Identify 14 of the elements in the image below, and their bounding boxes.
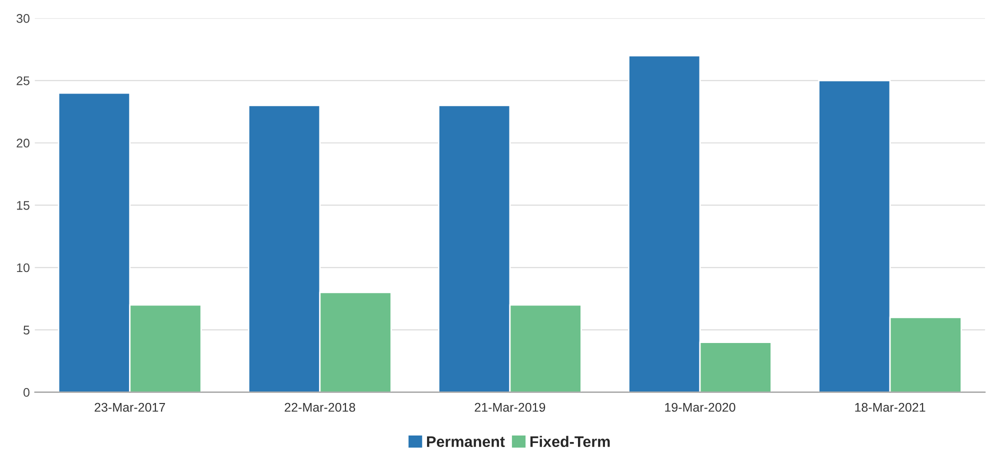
legend-label: Permanent (427, 436, 505, 448)
x-tick-label: 21-Mar-2019 (474, 402, 546, 412)
y-tick-label: 0 (24, 388, 30, 397)
x-tick-label: 19-Mar-2020 (665, 402, 736, 412)
y-tick-label: 15 (17, 201, 30, 210)
y-tick-label: 10 (17, 263, 30, 272)
y-tick-label: 5 (24, 326, 30, 334)
y-tick-label: 25 (16, 76, 30, 86)
y-tick-label: 20 (16, 138, 30, 148)
x-tick-label: 18-Mar-2021 (855, 402, 926, 412)
y-tick-label: 30 (16, 14, 30, 23)
x-tick-label: 23-Mar-2017 (94, 402, 166, 412)
x-tick-label: 22-Mar-2018 (284, 402, 356, 412)
legend-label: Fixed-Term (530, 436, 610, 448)
